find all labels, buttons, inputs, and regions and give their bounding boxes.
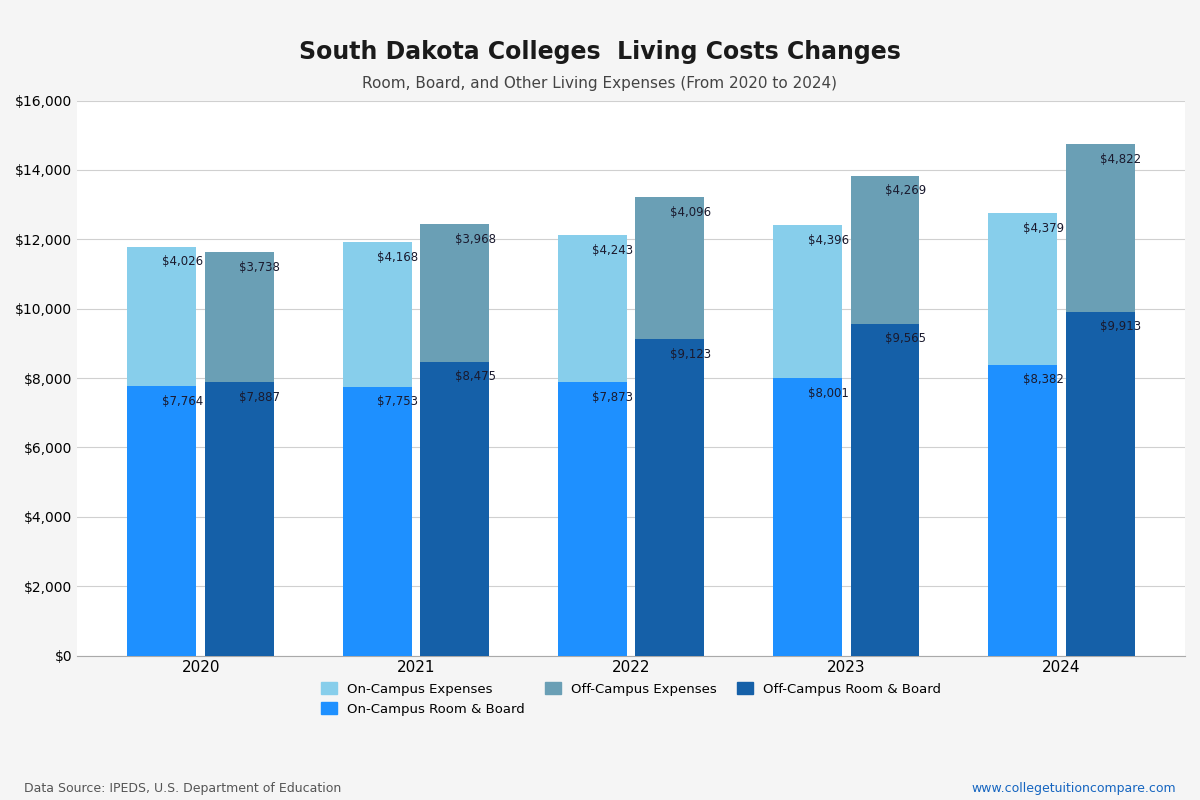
- Bar: [127, 386, 197, 655]
- Bar: [558, 382, 626, 655]
- Bar: [773, 378, 842, 655]
- Text: $9,565: $9,565: [886, 332, 926, 346]
- Bar: [420, 224, 490, 362]
- Text: $3,738: $3,738: [239, 261, 281, 274]
- Bar: [851, 176, 919, 324]
- Bar: [989, 365, 1057, 655]
- Bar: [989, 213, 1057, 365]
- Text: $4,243: $4,243: [593, 244, 634, 257]
- Bar: [558, 235, 626, 382]
- Text: $7,764: $7,764: [162, 395, 203, 408]
- Text: $4,026: $4,026: [162, 255, 203, 268]
- Text: Data Source: IPEDS, U.S. Department of Education: Data Source: IPEDS, U.S. Department of E…: [24, 782, 341, 795]
- Bar: [343, 242, 412, 386]
- Text: $7,873: $7,873: [593, 391, 634, 404]
- Text: $4,269: $4,269: [886, 184, 926, 198]
- Bar: [1066, 312, 1135, 655]
- Legend: On-Campus Expenses, On-Campus Room & Board, Off-Campus Expenses, Off-Campus Room: On-Campus Expenses, On-Campus Room & Boa…: [316, 677, 947, 721]
- Text: South Dakota Colleges  Living Costs Changes: South Dakota Colleges Living Costs Chang…: [299, 40, 901, 64]
- Bar: [205, 382, 274, 655]
- Bar: [127, 246, 197, 386]
- Bar: [635, 197, 704, 339]
- Text: $8,475: $8,475: [455, 370, 496, 383]
- Text: $4,168: $4,168: [377, 250, 419, 264]
- Text: $7,753: $7,753: [377, 395, 418, 408]
- Text: $4,379: $4,379: [1022, 222, 1064, 234]
- Text: $7,887: $7,887: [239, 390, 281, 404]
- Text: $9,913: $9,913: [1100, 320, 1141, 334]
- Bar: [851, 324, 919, 655]
- Text: www.collegetuitioncompare.com: www.collegetuitioncompare.com: [971, 782, 1176, 795]
- Text: $3,968: $3,968: [455, 233, 496, 246]
- Bar: [420, 362, 490, 655]
- Bar: [1066, 144, 1135, 312]
- Bar: [343, 386, 412, 655]
- Text: $9,123: $9,123: [670, 348, 710, 361]
- Text: $8,001: $8,001: [808, 386, 848, 400]
- Bar: [773, 226, 842, 378]
- Text: $4,822: $4,822: [1100, 153, 1141, 166]
- Bar: [635, 339, 704, 655]
- Text: Room, Board, and Other Living Expenses (From 2020 to 2024): Room, Board, and Other Living Expenses (…: [362, 76, 838, 91]
- Text: $8,382: $8,382: [1022, 374, 1063, 386]
- Bar: [205, 252, 274, 382]
- Text: $4,396: $4,396: [808, 234, 848, 247]
- Text: $4,096: $4,096: [670, 206, 710, 218]
